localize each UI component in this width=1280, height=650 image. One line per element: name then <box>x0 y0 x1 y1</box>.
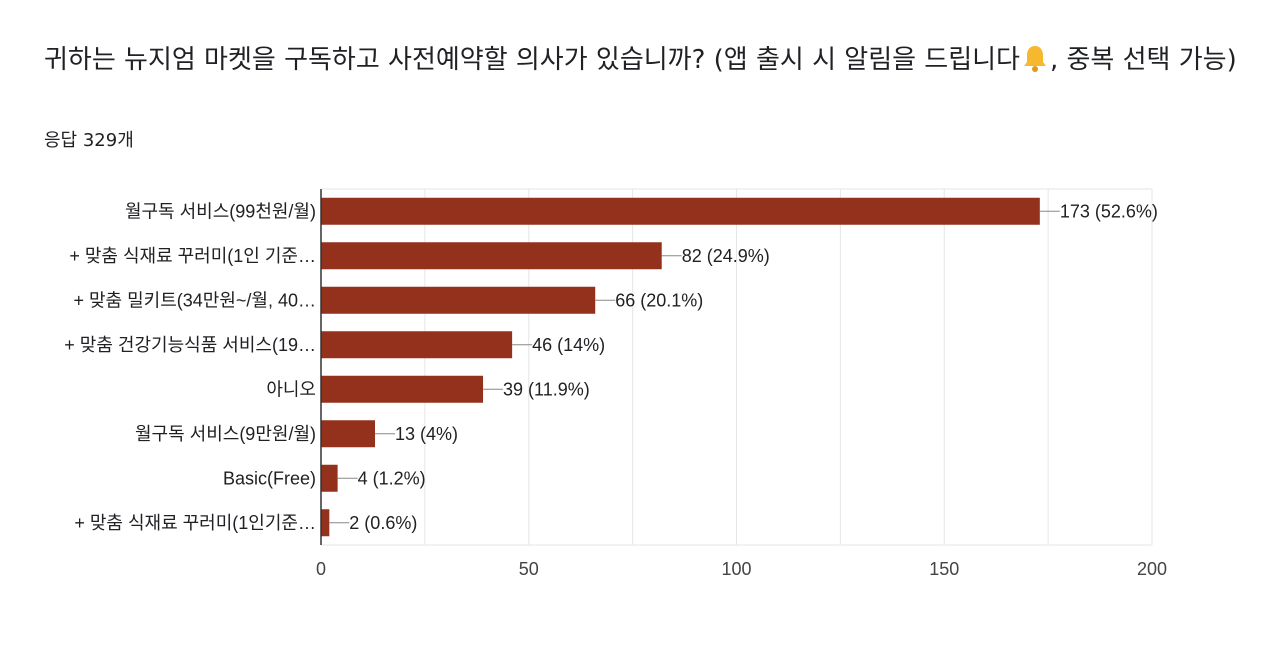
x-tick-label: 0 <box>316 559 326 579</box>
category-label: 월구독 서비스(9만원/월) <box>135 424 316 444</box>
bar <box>321 420 376 448</box>
category-label: 아니오 <box>266 379 316 399</box>
bar <box>321 464 338 492</box>
bar <box>321 197 1040 225</box>
x-tick-label: 50 <box>519 559 539 579</box>
category-label: + 맞춤 식재료 꾸러미(1인 기준… <box>69 246 316 266</box>
bar <box>321 242 662 270</box>
value-label: 13 (4%) <box>395 424 458 444</box>
question-title: 귀하는 뉴지엄 마켓을 구독하고 사전예약할 의사가 있습니까? (앱 출시 시… <box>44 40 1254 80</box>
question-title-text: 귀하는 뉴지엄 마켓을 구독하고 사전예약할 의사가 있습니까? (앱 출시 시… <box>44 45 1020 75</box>
bell-icon <box>1020 40 1050 80</box>
value-label: 66 (20.1%) <box>615 290 703 310</box>
category-label: Basic(Free) <box>223 468 316 488</box>
bar <box>321 286 596 314</box>
value-label: 2 (0.6%) <box>349 513 417 533</box>
bar <box>321 331 513 359</box>
bar <box>321 509 330 537</box>
response-count: 응답 329개 <box>44 130 134 151</box>
value-label: 39 (11.9%) <box>503 379 590 399</box>
value-label: 173 (52.6%) <box>1060 201 1158 221</box>
x-tick-label: 200 <box>1137 559 1167 579</box>
question-title-suffix: , 중복 선택 가능) <box>1049 45 1237 75</box>
bar <box>321 375 484 403</box>
category-label: + 맞춤 밀키트(34만원~/월, 40… <box>73 290 316 310</box>
category-label: + 맞춤 건강기능식품 서비스(19… <box>64 335 316 355</box>
x-tick-label: 150 <box>929 559 959 579</box>
value-label: 4 (1.2%) <box>358 468 426 488</box>
value-label: 82 (24.9%) <box>682 246 770 266</box>
value-label: 46 (14%) <box>532 335 605 355</box>
x-tick-label: 100 <box>721 559 751 579</box>
category-label: 월구독 서비스(99천원/월) <box>125 201 316 221</box>
category-label: + 맞춤 식재료 꾸러미(1인기준… <box>74 513 316 533</box>
